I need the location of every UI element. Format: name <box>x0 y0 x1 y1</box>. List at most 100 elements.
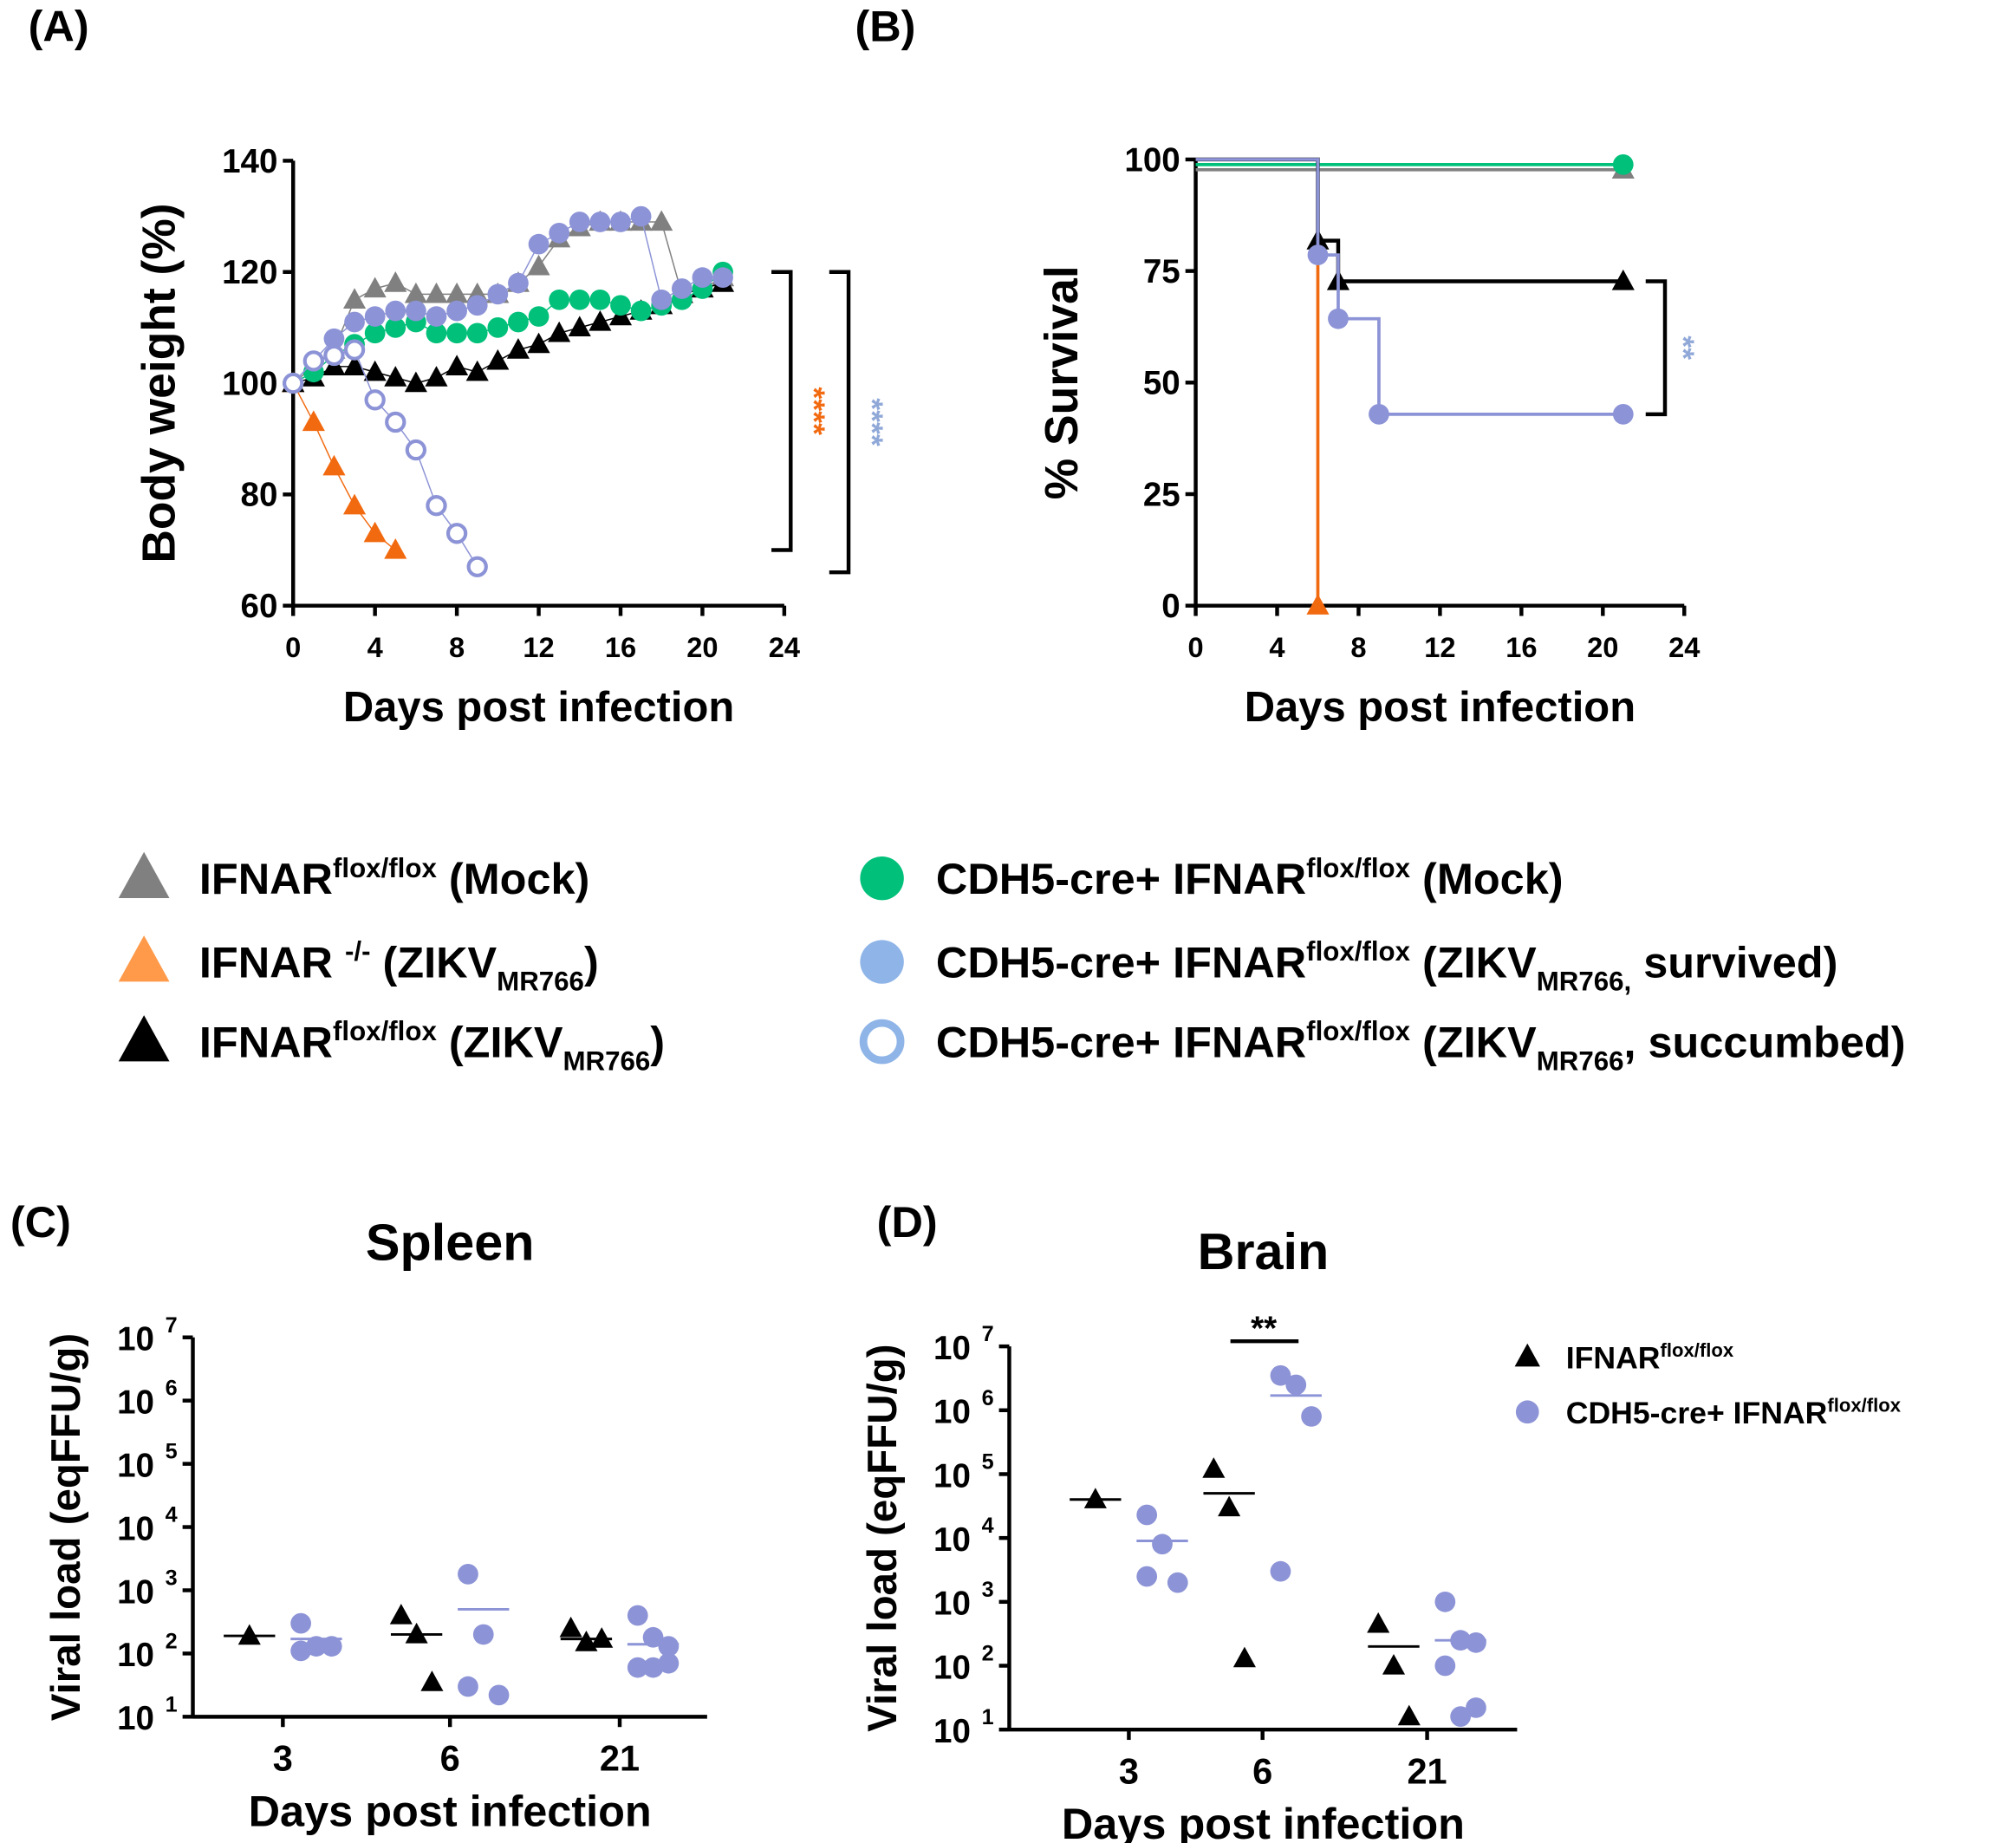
y-tick-label: 100 <box>222 365 277 402</box>
y-tick-exponent: 6 <box>166 1377 178 1401</box>
legend-main: IFNARflox/flox (Mock)IFNAR -/- (ZIKVMR76… <box>118 851 1906 1076</box>
data-point <box>569 289 590 310</box>
x-tick-label: 21 <box>600 1738 640 1779</box>
y-tick-exponent: 2 <box>166 1629 178 1653</box>
y-tick-exponent: 1 <box>982 1705 994 1729</box>
data-point <box>1136 1504 1158 1526</box>
data-point <box>712 267 733 289</box>
data-point <box>445 355 469 375</box>
data-point <box>363 521 387 543</box>
x-tick-label: 3 <box>1119 1750 1139 1791</box>
legend-marker-circle-icon <box>860 940 904 984</box>
data-point <box>290 1612 311 1634</box>
legend-text: IFNAR <box>1566 1340 1661 1375</box>
x-tick-label: 12 <box>1424 631 1455 663</box>
x-tick-label: 6 <box>1252 1750 1272 1791</box>
y-axis-label: % Survival <box>1037 265 1088 499</box>
y-tick-exponent: 1 <box>166 1692 178 1716</box>
legend-superscript: flox/flox <box>333 853 437 883</box>
data-point <box>323 328 345 349</box>
data-point <box>528 306 550 327</box>
y-tick-label: 10 <box>117 1447 154 1484</box>
data-point <box>1307 244 1329 265</box>
data-point <box>342 493 367 515</box>
data-point <box>1083 1488 1107 1508</box>
x-tick-label: 8 <box>1350 631 1366 663</box>
data-point <box>642 1657 664 1678</box>
chart-spleen: 10 1 10 2 10 3 10 4 10 5 10 6 10 7 3 6 21 Days post infec… <box>43 1214 707 1835</box>
data-point <box>1301 1406 1322 1427</box>
significance-stars: **** <box>855 398 889 446</box>
series-0 <box>1070 1457 1421 1726</box>
legend-text: (ZIKV <box>1410 1017 1537 1066</box>
legend-text: ) <box>650 1017 665 1066</box>
y-tick-label: 10 <box>117 1510 154 1547</box>
y-axis-label: Body weight (%) <box>134 203 185 563</box>
x-tick-label: 0 <box>285 631 301 663</box>
data-point <box>445 523 468 544</box>
data-point <box>384 537 407 559</box>
data-point <box>1285 1374 1307 1396</box>
legend-marker-triangle-icon <box>118 1015 170 1062</box>
significance-bracket <box>1645 279 1668 417</box>
legend-label: IFNARflox/flox (Mock) <box>199 853 589 903</box>
x-tick-label: 20 <box>686 631 718 663</box>
data-point <box>589 212 611 232</box>
significance-stars: **** <box>797 387 831 435</box>
legend-superscript: flox/flox <box>1306 936 1410 967</box>
y-tick-label: 50 <box>1143 365 1180 402</box>
x-tick-label: 3 <box>273 1738 293 1779</box>
series-1 <box>1136 1364 1486 1728</box>
data-point <box>488 1684 510 1706</box>
chart-brain: 10 1 10 2 10 3 10 4 10 5 10 6 10 7 3 6 21 Days post infec… <box>860 1222 1902 1843</box>
data-point <box>363 360 387 381</box>
data-point <box>426 322 447 344</box>
y-tick-exponent: 3 <box>982 1578 994 1602</box>
legend-entry: CDH5-cre+ IFNARflox/flox (ZIKVMR766, sur… <box>860 936 1837 997</box>
series-1 <box>1195 154 1634 175</box>
legend-superscript: flox/flox <box>1306 1016 1410 1046</box>
legend-entry: IFNARflox/flox (Mock) <box>118 851 589 903</box>
legend-label: IFNARflox/flox <box>1566 1339 1734 1376</box>
legend-marker-circle-icon <box>860 856 904 901</box>
legend-label: CDH5-cre+ IFNARflox/flox (ZIKVMR766, sur… <box>936 936 1837 996</box>
data-point <box>1367 1612 1390 1633</box>
legend-entry: IFNARflox/flox (ZIKVMR766) <box>118 1015 665 1076</box>
legend-text: (ZIKV <box>371 937 497 987</box>
data-point <box>364 322 386 344</box>
x-tick-label: 20 <box>1587 631 1618 663</box>
y-tick-label: 140 <box>222 143 277 180</box>
series-1 <box>282 371 407 559</box>
data-point <box>1611 269 1635 290</box>
y-tick-label: 60 <box>241 588 278 625</box>
legend-text: CDH5-cre+ IFNAR <box>1566 1396 1828 1430</box>
data-point <box>610 212 631 232</box>
significance-bracket <box>771 270 793 552</box>
x-tick-label: 4 <box>367 631 383 663</box>
legend-text: IFNAR <box>199 937 345 987</box>
panel-label-d: (D) <box>877 1197 938 1247</box>
legend-marker-triangle-icon <box>1514 1343 1540 1367</box>
data-point <box>487 317 509 338</box>
data-point <box>342 288 367 309</box>
data-point <box>306 1636 327 1657</box>
legend-text: IFNAR <box>199 854 333 903</box>
y-tick-label: 10 <box>117 1637 154 1674</box>
significance-stars: ** <box>1251 1311 1277 1348</box>
series-0 <box>224 1603 614 1691</box>
legend-text: , succumbed) <box>1624 1017 1906 1066</box>
data-point <box>1136 1566 1158 1587</box>
data-point <box>1218 1495 1241 1517</box>
legend-entry: CDH5-cre+ IFNARflox/flox (Mock) <box>860 853 1564 903</box>
y-tick-label: 10 <box>117 1321 154 1358</box>
legend-superscript: flox/flox <box>1661 1339 1734 1361</box>
legend-text: (Mock) <box>1410 854 1563 903</box>
y-tick-label: 80 <box>241 477 278 514</box>
data-point <box>1434 1655 1456 1677</box>
data-point <box>363 277 387 298</box>
y-tick-exponent: 4 <box>982 1514 994 1538</box>
data-point <box>364 306 386 327</box>
legend-subscript: MR766 <box>1537 1045 1624 1076</box>
data-point <box>528 233 550 255</box>
data-point <box>385 411 406 433</box>
